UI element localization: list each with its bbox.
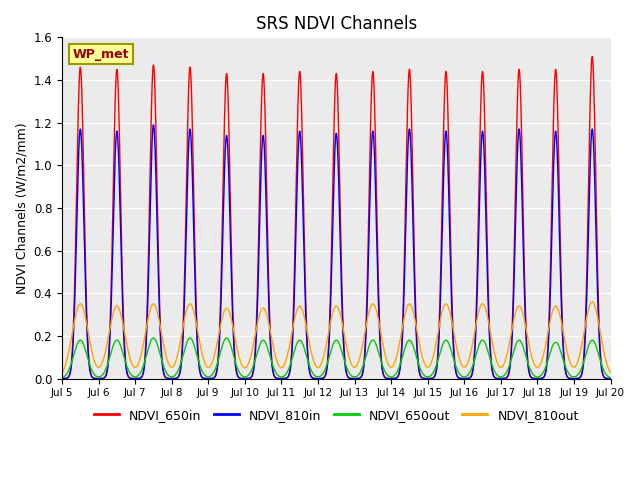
Title: SRS NDVI Channels: SRS NDVI Channels xyxy=(255,15,417,33)
Y-axis label: NDVI Channels (W/m2/mm): NDVI Channels (W/m2/mm) xyxy=(15,122,28,294)
Legend: NDVI_650in, NDVI_810in, NDVI_650out, NDVI_810out: NDVI_650in, NDVI_810in, NDVI_650out, NDV… xyxy=(89,404,584,427)
Text: WP_met: WP_met xyxy=(73,48,129,60)
